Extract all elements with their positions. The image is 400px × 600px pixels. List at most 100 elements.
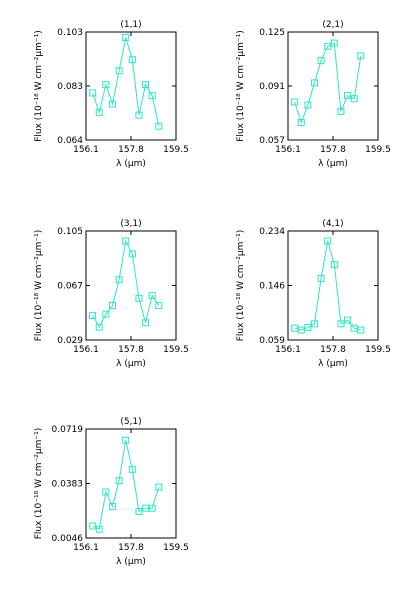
data-point [344,92,352,100]
data-point [297,119,305,127]
y-axis-label: Flux (10⁻¹⁸ W cm⁻²μm⁻¹) [236,230,246,342]
data-point [102,488,110,496]
x-tick-label: 157.8 [320,145,346,155]
data-point [115,67,123,75]
panel-title: (2,1) [322,20,343,30]
data-point [324,42,332,50]
data-point [148,504,156,512]
y-tick-label: 0.234 [259,227,285,237]
panel-3: (3,1) 156.1 157.8 159.5 0.029 0.067 0.105 λ (μm… [34,219,189,369]
panel-title: (3,1) [120,219,141,229]
data-point [142,504,150,512]
data-point [128,250,136,258]
data-point [135,294,143,302]
series-line [92,239,160,329]
data-point [128,465,136,473]
data-point [155,302,163,310]
data-point [108,503,116,511]
x-tick-label: 156.1 [275,145,301,155]
data-point [357,326,365,334]
panel-2: (2,1) 156.1 157.8 159.5 0.057 0.091 0.125 λ (μm… [236,20,391,169]
x-tick-label: 159.5 [365,145,391,155]
panel-5: (5,1) 156.1 157.8 159.5 0.0046 0.0383 0.0719 λ … [34,417,189,567]
x-axis-label: λ (μm) [318,159,348,169]
data-point [297,326,305,334]
y-tick-label: 0.091 [259,82,285,92]
data-point [122,237,130,245]
data-point [135,111,143,119]
data-point [95,323,103,331]
plot-frame [287,230,379,341]
data-point [95,108,103,116]
plot-frame [287,31,379,141]
data-point [108,100,116,108]
data-point [337,320,345,328]
panel-4: (4,1) 156.1 157.8 159.5 0.059 0.146 0.234 λ (μm… [236,219,391,369]
data-point [95,525,103,533]
data-point [89,89,97,97]
data-point [330,261,338,269]
data-point [108,302,116,310]
data-point [155,122,163,130]
x-tick-label: 156.1 [73,345,99,355]
data-point [89,522,97,530]
y-axis-label: Flux (10⁻¹⁸ W cm⁻²μm⁻¹) [34,30,44,142]
y-tick-label: 0.059 [259,336,285,346]
x-axis-label: λ (μm) [116,159,146,169]
data-point [142,81,150,89]
data-point [291,98,299,106]
data-point [115,477,123,485]
x-tick-label: 157.8 [320,345,346,355]
data-point [122,436,130,444]
x-axis-label: λ (μm) [318,359,348,369]
data-point [310,79,318,87]
data-point [122,34,130,42]
x-tick-label: 156.1 [275,345,301,355]
data-point [350,95,358,103]
panel-1: (1,1) 156.1 157.8 159.5 0.064 0.083 0.103 λ (μm… [34,20,189,169]
x-axis-label: λ (μm) [116,557,146,567]
series-line [92,37,160,127]
y-tick-label: 0.064 [57,136,83,146]
x-tick-label: 157.8 [118,145,144,155]
y-tick-label: 0.083 [57,82,83,92]
x-tick-label: 159.5 [163,345,189,355]
data-point [317,57,325,65]
y-tick-label: 0.146 [259,282,285,292]
x-tick-label: 156.1 [73,543,99,553]
data-point [330,39,338,47]
data-point [317,274,325,282]
y-tick-label: 0.103 [57,28,83,38]
data-point [324,237,332,245]
series-line [92,440,160,530]
y-axis-label: Flux (10⁻¹⁸ W cm⁻²μm⁻¹) [34,428,44,540]
plot-frame [85,428,177,539]
y-axis-label: Flux (10⁻¹⁸ W cm⁻²μm⁻¹) [34,230,44,342]
data-point [148,92,156,100]
data-point [128,56,136,64]
y-tick-label: 0.067 [57,282,83,292]
data-point [344,316,352,324]
x-tick-label: 156.1 [73,145,99,155]
y-tick-label: 0.125 [259,28,285,38]
y-tick-label: 0.0046 [52,534,84,544]
x-axis-label: λ (μm) [116,359,146,369]
x-tick-label: 159.5 [365,345,391,355]
data-point [89,312,97,320]
y-tick-label: 0.029 [57,336,83,346]
y-tick-label: 0.0383 [52,480,84,490]
x-tick-label: 159.5 [163,145,189,155]
x-tick-label: 159.5 [163,543,189,553]
data-point [102,310,110,318]
data-point [304,101,312,109]
data-point [304,324,312,332]
data-point [310,320,318,328]
panel-title: (4,1) [322,219,343,229]
data-point [350,324,358,332]
y-tick-label: 0.105 [57,227,83,237]
data-point [102,81,110,89]
data-point [291,324,299,332]
data-point [155,483,163,491]
data-point [135,507,143,515]
